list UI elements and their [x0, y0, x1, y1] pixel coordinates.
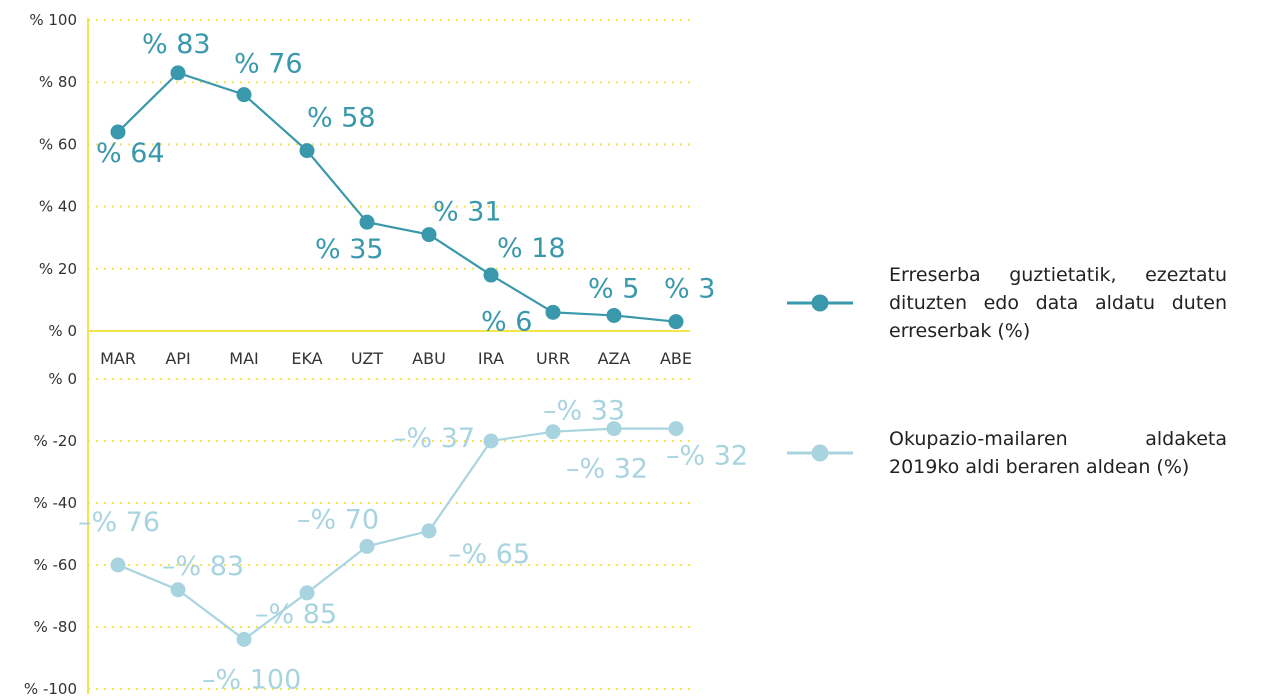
data-label: –% 70: [297, 504, 379, 535]
data-label: % 5: [588, 273, 639, 304]
data-point-cancellations: [668, 314, 684, 330]
y-tick-label: % 40: [39, 198, 77, 216]
data-point-cancellations: [110, 124, 126, 140]
data-label: % 3: [664, 274, 715, 305]
data-label: % 35: [315, 234, 384, 265]
data-point-occupancy-change: [668, 421, 684, 437]
data-label: % 64: [96, 138, 165, 169]
data-point-cancellations: [606, 307, 622, 323]
data-point-occupancy-change: [359, 538, 375, 554]
data-label: % 18: [497, 233, 566, 264]
data-label: –% 76: [78, 507, 160, 538]
legend-label-cancellations: Erreserba guztietatik, ezeztatu dituzten…: [889, 264, 1227, 342]
y-tick-label: % 0: [48, 322, 77, 340]
y-tick-label: % -60: [33, 556, 77, 574]
y-tick-label: % -20: [33, 432, 77, 450]
data-point-occupancy-change: [110, 557, 126, 573]
y-tick-label: % -100: [24, 680, 77, 697]
data-point-occupancy-change: [299, 585, 315, 601]
data-point-occupancy-change: [606, 421, 622, 437]
data-label: % 83: [142, 29, 211, 60]
series-line-occupancy-change: [117, 427, 676, 641]
legend-item-cancellations: Erreserba guztietatik, ezeztatu dituzten…: [785, 258, 1227, 348]
data-label: –% 32: [666, 441, 748, 472]
data-point-cancellations: [299, 143, 315, 159]
data-point-occupancy-change: [170, 582, 186, 598]
data-point-cancellations: [170, 65, 186, 81]
data-point-cancellations: [359, 214, 375, 230]
legend-swatch-cancellations: [787, 294, 853, 312]
data-label: % 6: [481, 306, 532, 337]
y-tick-label: % 20: [39, 260, 77, 278]
data-point-occupancy-change: [236, 631, 252, 647]
data-point-cancellations: [421, 227, 437, 243]
data-label: % 58: [307, 103, 376, 134]
data-label: –% 85: [255, 599, 337, 630]
data-label: –% 83: [162, 551, 244, 582]
legend-item-occupancy-change: Okupazio-mailaren aldaketa 2019ko aldi b…: [785, 408, 1227, 498]
data-point-occupancy-change: [483, 433, 499, 449]
series-line-cancellations: [117, 71, 677, 323]
data-label: % 76: [234, 49, 303, 80]
y-tick-label: % 0: [48, 370, 77, 388]
data-label: –% 65: [448, 539, 530, 570]
y-tick-label: % 60: [39, 135, 77, 153]
x-tick-label: EKA: [291, 349, 322, 368]
data-label: –% 32: [566, 454, 648, 485]
y-tick-label: % -40: [33, 494, 77, 512]
x-tick-label: MAR: [100, 349, 136, 368]
x-tick-label: IRA: [478, 349, 504, 368]
x-tick-label: API: [165, 349, 190, 368]
legend-label-occupancy-change: Okupazio-mailaren aldaketa 2019ko aldi b…: [889, 428, 1227, 478]
x-tick-label: MAI: [229, 349, 258, 368]
data-label: –% 100: [202, 664, 301, 695]
legend-swatch-occupancy-change: [787, 444, 853, 462]
data-label: –% 33: [543, 396, 625, 427]
y-tick-label: % 80: [39, 73, 77, 91]
x-tick-label: ABE: [660, 349, 692, 368]
y-tick-label: % 100: [29, 11, 77, 29]
x-tick-label: ABU: [412, 349, 446, 368]
x-tick-label: URR: [536, 349, 570, 368]
data-label: –% 37: [393, 423, 475, 454]
data-point-occupancy-change: [421, 523, 437, 539]
y-tick-label: % -80: [33, 618, 77, 636]
x-tick-label: UZT: [351, 349, 383, 368]
data-point-cancellations: [236, 87, 252, 103]
data-point-cancellations: [483, 267, 499, 283]
data-point-cancellations: [545, 304, 561, 320]
data-point-occupancy-change: [545, 424, 561, 440]
x-tick-label: AZA: [598, 349, 631, 368]
data-label: % 31: [433, 197, 502, 228]
